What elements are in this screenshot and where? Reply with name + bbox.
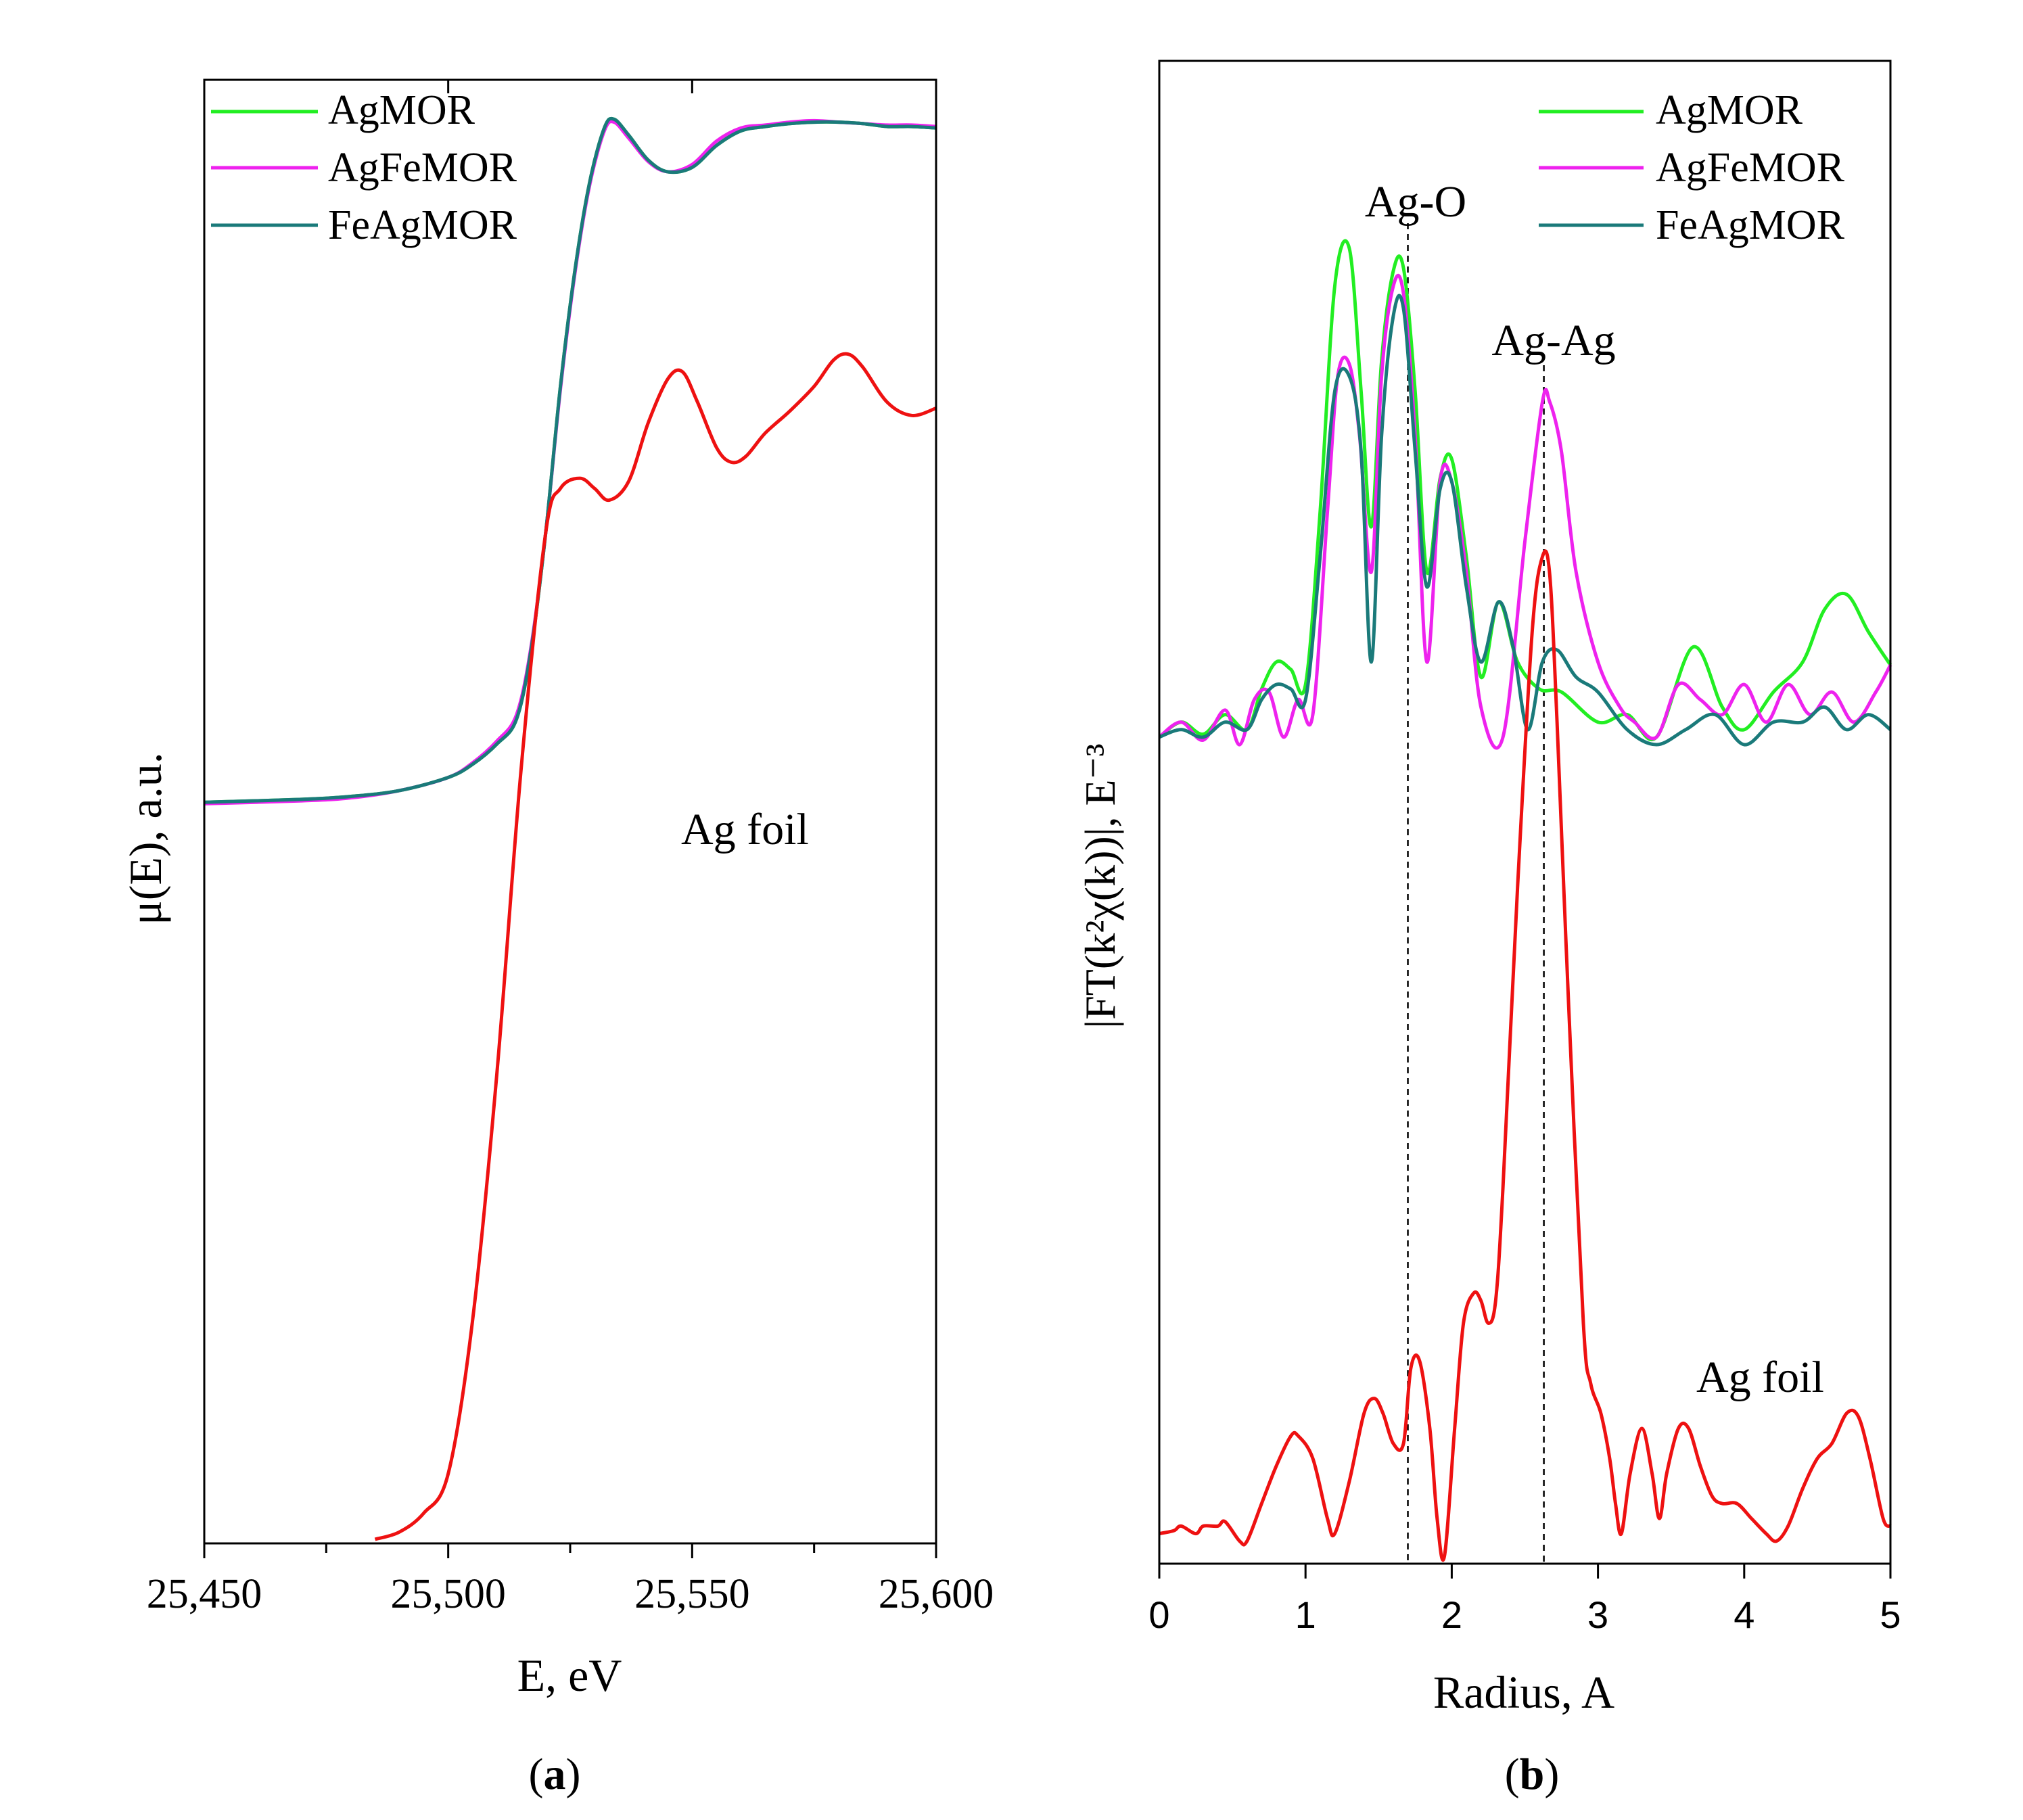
x-tick-label: 3	[1587, 1593, 1608, 1636]
series-line-feagmor	[1159, 294, 1892, 747]
series-line-agmor	[1158, 239, 1892, 741]
legend-label-agfemor: AgFeMOR	[1656, 145, 1845, 191]
series-line-ag-foil	[374, 352, 937, 1541]
panel-b-reference-lines	[1407, 223, 1545, 1564]
legend-label-agmor: AgMOR	[328, 87, 475, 133]
annotation-ag-foil-b: Ag foil	[1696, 1353, 1824, 1402]
annotation-ag-o: Ag-O	[1365, 177, 1466, 227]
panel-a-tick-labels: 25,450 25,500 25,550 25,600	[147, 1571, 994, 1617]
series-line-agfemor	[1158, 273, 1892, 750]
series-line-agmor	[204, 116, 937, 804]
plot-frame	[1158, 60, 1892, 1565]
panel-a: 25,450 25,500 25,550 25,600 AgMOR AgFeMOR F…	[120, 78, 994, 1799]
x-tick-label: 0	[1148, 1593, 1169, 1636]
legend-label-agmor: AgMOR	[1656, 87, 1803, 133]
annotation-ag-foil-a: Ag foil	[681, 805, 809, 854]
annotation-ag-ag: Ag-Ag	[1491, 316, 1615, 365]
panel-a-legend: AgMOR AgFeMOR FeAgMOR	[211, 87, 517, 248]
caption-a: (a)	[529, 1750, 581, 1799]
x-tick-label: 25,550	[634, 1571, 750, 1617]
panel-a-series	[204, 116, 937, 1541]
panel-b-tick-labels: 0 1 2 3 4 5	[1148, 1593, 1901, 1636]
x-tick-label: 1	[1295, 1593, 1316, 1636]
series-line-ag-foil	[1159, 549, 1892, 1562]
panel-b-axes	[1158, 60, 1892, 1579]
caption-b: (b)	[1505, 1750, 1560, 1799]
legend-label-feagmor: FeAgMOR	[328, 202, 517, 248]
series-line-feagmor	[204, 116, 937, 804]
legend-label-agfemor: AgFeMOR	[328, 145, 517, 191]
series-line-agfemor	[204, 118, 937, 806]
x-tick-label: 25,500	[390, 1571, 506, 1617]
x-axis-label-b: Radius, A	[1433, 1666, 1614, 1718]
x-tick-label: 5	[1880, 1593, 1901, 1636]
y-axis-label-b: |FT(k²χ(k))|, E⁻³	[1076, 743, 1124, 1028]
panel-b-legend: AgMOR AgFeMOR FeAgMOR	[1539, 87, 1845, 248]
x-tick-label: 2	[1441, 1593, 1462, 1636]
panel-a-axes	[203, 78, 937, 1558]
x-tick-label: 4	[1734, 1593, 1754, 1636]
panel-b-series	[1158, 239, 1892, 1562]
x-tick-label: 25,450	[147, 1571, 262, 1617]
x-axis-label-a: E, eV	[517, 1650, 622, 1701]
legend-label-feagmor: FeAgMOR	[1656, 202, 1845, 248]
x-tick-label: 25,600	[879, 1571, 994, 1617]
y-axis-label-a: μ(E), a.u.	[120, 752, 171, 925]
